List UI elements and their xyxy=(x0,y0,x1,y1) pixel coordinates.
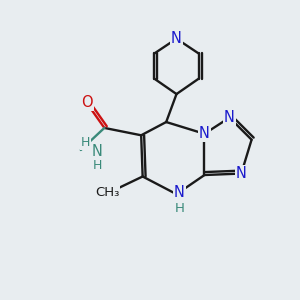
Text: N: N xyxy=(236,166,247,181)
Text: O: O xyxy=(81,95,92,110)
Text: CH₃: CH₃ xyxy=(95,186,119,199)
Text: N: N xyxy=(171,31,182,46)
Text: N: N xyxy=(174,185,185,200)
Text: H: H xyxy=(80,136,90,149)
Text: N: N xyxy=(92,144,102,159)
Text: N: N xyxy=(224,110,235,125)
Text: N: N xyxy=(199,126,210,141)
Text: H: H xyxy=(92,159,102,172)
Text: H: H xyxy=(175,202,184,215)
